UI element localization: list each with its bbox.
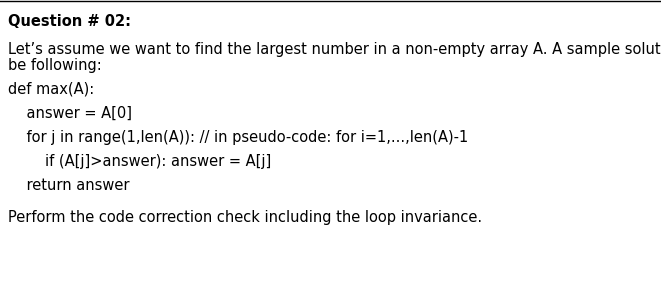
Text: if (A[j]>answer): answer = A[j]: if (A[j]>answer): answer = A[j]: [8, 154, 271, 169]
Text: be following:: be following:: [8, 58, 102, 73]
Text: answer = A[0]: answer = A[0]: [8, 106, 132, 121]
Text: Perform the code correction check including the loop invariance.: Perform the code correction check includ…: [8, 210, 482, 225]
Text: for j in range(1,len(A)): // in pseudo-code: for i=1,...,len(A)-1: for j in range(1,len(A)): // in pseudo-c…: [8, 130, 468, 145]
Text: Let’s assume we want to find the largest number in a non-empty array A. A sample: Let’s assume we want to find the largest…: [8, 42, 661, 57]
Text: def max(A):: def max(A):: [8, 82, 95, 97]
Text: return answer: return answer: [8, 178, 130, 193]
Text: Question # 02:: Question # 02:: [8, 14, 131, 29]
